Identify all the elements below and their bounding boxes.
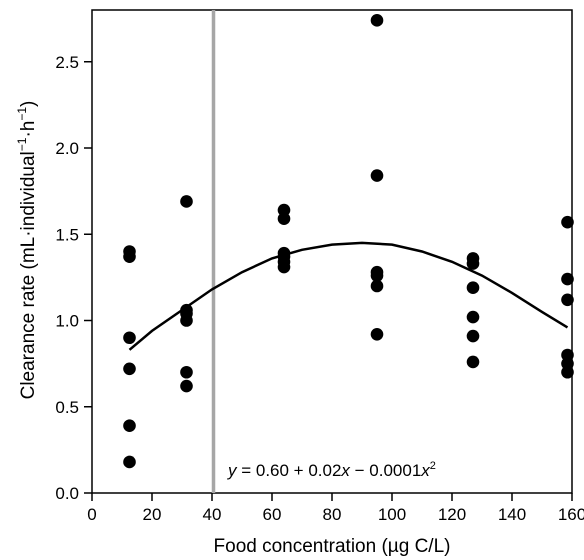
data-point — [370, 14, 384, 27]
data-point — [277, 260, 291, 274]
data-point — [370, 269, 384, 282]
data-point — [277, 203, 291, 217]
data-point — [466, 281, 480, 295]
y-tick-label: 1.5 — [55, 225, 79, 244]
x-tick-label: 40 — [203, 505, 222, 524]
data-point — [466, 257, 480, 270]
data-point — [561, 365, 574, 379]
data-point — [561, 293, 574, 307]
x-axis-title: Food concentration (µg C/L) — [214, 536, 451, 557]
fit-equation: y = 0.60 + 0.02x − 0.0001x2 — [227, 460, 436, 480]
y-axis-title: Clearance rate (mL·individual−1·h−1) — [15, 101, 39, 400]
data-point — [123, 362, 136, 376]
plot-frame — [91, 9, 573, 494]
y-tick-label: 1.0 — [55, 312, 79, 331]
y-axis-ticks: 0.0 0.5 1.0 1.5 2.0 2.5 — [55, 53, 92, 503]
x-tick-label: 140 — [498, 505, 526, 524]
x-tick-label: 100 — [378, 505, 406, 524]
data-point — [561, 272, 574, 286]
x-tick-label: 160 — [558, 505, 584, 524]
data-point — [277, 212, 291, 226]
x-tick-label: 120 — [438, 505, 466, 524]
data-point — [180, 379, 193, 393]
quadratic-fit-curve — [128, 241, 569, 351]
x-tick-label: 60 — [263, 505, 282, 524]
data-points-layer — [123, 14, 574, 469]
data-point — [466, 329, 480, 343]
data-point — [466, 310, 480, 324]
data-point — [180, 195, 193, 208]
x-tick-label: 20 — [143, 505, 162, 524]
fit-curve-layer — [128, 241, 569, 351]
y-tick-label: 2.5 — [55, 53, 79, 72]
data-point — [123, 250, 136, 263]
x-axis-ticks: 0 20 40 60 80 100 120 140 160 — [87, 493, 584, 524]
y-tick-label: 0.5 — [55, 398, 79, 417]
data-point — [370, 328, 384, 341]
y-tick-label: 2.0 — [55, 139, 79, 158]
data-point — [561, 215, 574, 229]
data-point — [561, 348, 574, 362]
data-point — [370, 279, 384, 293]
data-point — [123, 419, 136, 433]
data-point — [180, 314, 193, 327]
y-tick-label: 0.0 — [55, 484, 79, 503]
x-tick-label: 80 — [323, 505, 342, 524]
data-point — [123, 331, 136, 345]
x-tick-label: 0 — [87, 505, 96, 524]
data-point — [561, 357, 574, 370]
data-point — [466, 355, 480, 369]
data-point — [180, 365, 193, 379]
data-point — [370, 169, 384, 182]
data-point — [123, 455, 136, 469]
